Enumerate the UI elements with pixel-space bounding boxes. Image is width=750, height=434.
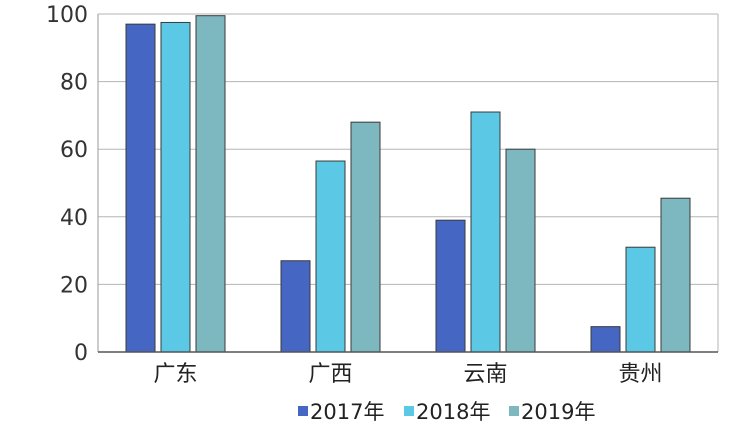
bar — [660, 197, 691, 353]
bar — [315, 160, 346, 353]
bar — [195, 15, 226, 353]
bar — [470, 111, 501, 353]
legend-swatch — [298, 406, 308, 416]
legend-label: 2018年 — [416, 400, 490, 424]
bar — [505, 148, 536, 353]
legend-item: 2017年 — [298, 400, 384, 424]
y-tick-label: 60 — [60, 138, 88, 163]
x-tick-label: 云南 — [463, 362, 507, 387]
bar — [350, 121, 381, 353]
bars — [125, 15, 691, 353]
y-tick-label: 80 — [60, 71, 88, 96]
bar — [625, 246, 656, 353]
x-axis: 广东 广西 云南 贵州 — [98, 351, 718, 387]
bar — [160, 21, 191, 353]
bar — [435, 219, 466, 353]
y-tick-label: 100 — [46, 3, 88, 28]
y-tick-label: 20 — [60, 273, 88, 298]
legend-item: 2019年 — [509, 400, 595, 424]
legend-item: 2018年 — [404, 400, 490, 424]
x-tick-label: 广西 — [308, 362, 352, 387]
legend-swatch — [509, 406, 519, 416]
grid-lines — [97, 13, 719, 352]
legend-label: 2019年 — [521, 400, 595, 424]
legend-label: 2017年 — [310, 400, 384, 424]
x-tick-label: 广东 — [153, 362, 197, 387]
x-tick-label: 贵州 — [618, 362, 662, 387]
legend: 2017年 2018年 2019年 — [298, 400, 595, 424]
bar — [125, 23, 156, 353]
bar — [280, 260, 311, 353]
bar — [590, 326, 621, 353]
y-axis-ticks: 0 20 40 60 80 100 — [46, 3, 88, 366]
y-tick-label: 40 — [60, 206, 88, 231]
legend-swatch — [404, 406, 414, 416]
y-tick-label: 0 — [74, 341, 88, 366]
